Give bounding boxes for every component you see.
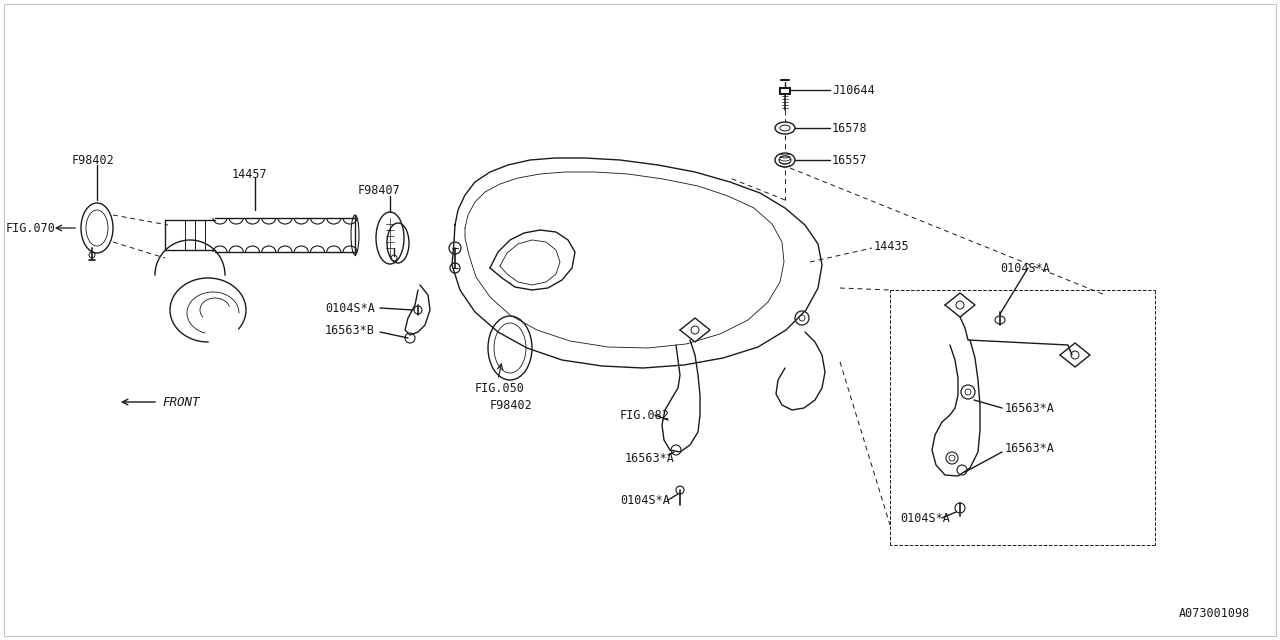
Text: FIG.070: FIG.070 <box>6 221 56 234</box>
Polygon shape <box>932 340 980 476</box>
Text: 16578: 16578 <box>832 122 868 134</box>
Text: 16563*A: 16563*A <box>625 451 675 465</box>
Text: 16563*A: 16563*A <box>1005 401 1055 415</box>
Text: 0104S*A: 0104S*A <box>620 493 669 506</box>
Text: F98407: F98407 <box>358 184 401 196</box>
Text: F98402: F98402 <box>490 399 532 412</box>
Text: J10644: J10644 <box>832 83 874 97</box>
Text: 0104S*A: 0104S*A <box>325 301 375 314</box>
Text: 14435: 14435 <box>874 239 910 253</box>
Text: F98402: F98402 <box>72 154 115 166</box>
Text: 16563*A: 16563*A <box>1005 442 1055 454</box>
Text: 0104S*A: 0104S*A <box>1000 262 1050 275</box>
Text: 14457: 14457 <box>232 168 268 180</box>
Text: FIG.082: FIG.082 <box>620 408 669 422</box>
Text: FRONT: FRONT <box>163 396 200 408</box>
Polygon shape <box>662 340 700 452</box>
Polygon shape <box>452 158 822 368</box>
Text: 0104S*A: 0104S*A <box>900 511 950 525</box>
Text: 16563*B: 16563*B <box>325 323 375 337</box>
Text: 16557: 16557 <box>832 154 868 166</box>
Text: A073001098: A073001098 <box>1179 607 1251 620</box>
Text: FIG.050: FIG.050 <box>475 381 525 394</box>
